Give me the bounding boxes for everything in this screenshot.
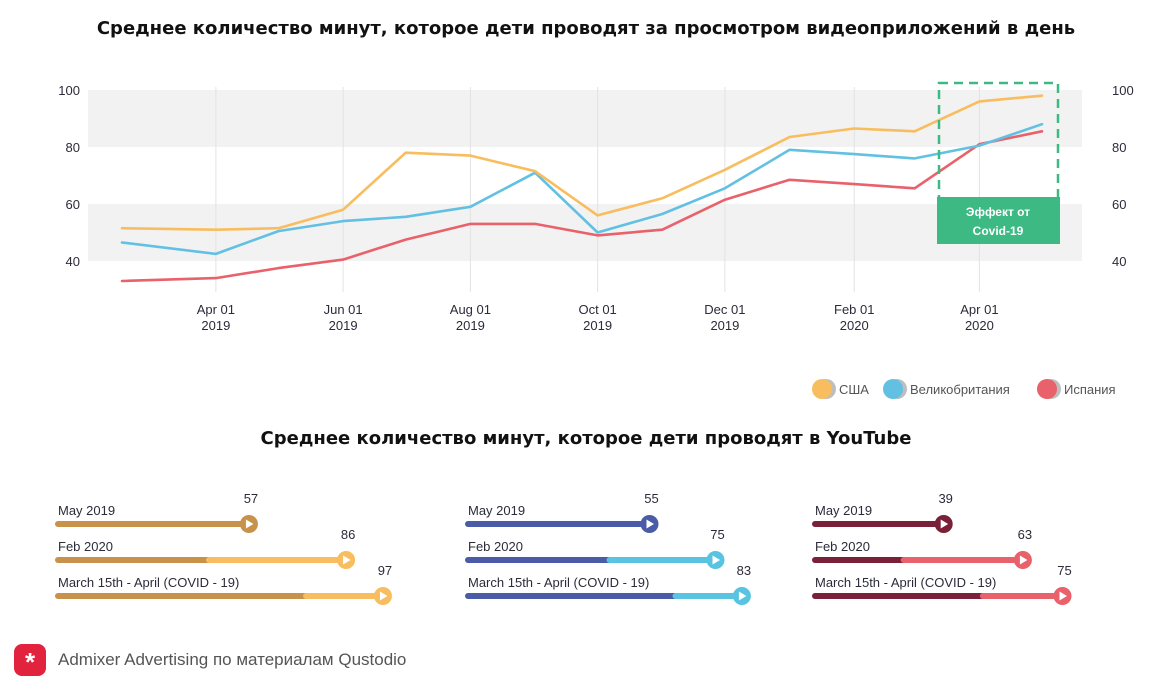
x-tick-label: 2020: [840, 318, 869, 333]
x-tick-label: 2019: [201, 318, 230, 333]
y-tick-label-left: 100: [58, 83, 80, 98]
bar-group: May 2019 55 Feb 2020 75 March 15th - April (…: [465, 491, 751, 605]
play-triangle-icon: [379, 591, 388, 601]
play-triangle-icon: [712, 555, 720, 565]
bar-value-label: 75: [710, 527, 724, 542]
bar-value-label: 39: [938, 491, 952, 506]
footer-source-text: Admixer Advertising по материалам Qustod…: [58, 650, 407, 669]
bar-category-label: May 2019: [468, 503, 525, 518]
y-tick-label-left: 80: [66, 140, 80, 155]
legend-item: Великобритания: [883, 379, 1010, 399]
y-tick-label-right: 40: [1112, 254, 1126, 269]
x-tick-label: 2019: [456, 318, 485, 333]
y-tick-label-right: 80: [1112, 140, 1126, 155]
series-line: [120, 130, 1044, 283]
bar-category-label: Feb 2020: [815, 539, 870, 554]
play-triangle-icon: [646, 519, 654, 529]
x-tick-label: Jun 01: [324, 302, 363, 317]
y-axis: 40 40 60 60 80 80 100 100: [58, 83, 1133, 269]
play-triangle-icon: [940, 519, 949, 529]
x-tick-label: 2019: [710, 318, 739, 333]
series-line: [120, 122, 1044, 256]
x-tick-label: Apr 01: [197, 302, 235, 317]
y-tick-label-right: 60: [1112, 197, 1126, 212]
bar-category-label: May 2019: [815, 503, 872, 518]
bar-category-label: March 15th - April (COVID - 19): [58, 575, 239, 590]
x-tick-label: Dec 01: [704, 302, 745, 317]
legend-swatch-icon: [1037, 379, 1057, 399]
legend-item: Испания: [1037, 379, 1116, 399]
legend-label: Испания: [1064, 382, 1116, 397]
x-tick-label: Feb 01: [834, 302, 874, 317]
bar-value-label: 97: [378, 563, 392, 578]
play-triangle-icon: [1019, 555, 1028, 565]
covid-annotation: Эффект от Covid-19: [937, 81, 1060, 244]
bar-value-label: 57: [244, 491, 258, 506]
bar-value-label: 83: [737, 563, 751, 578]
bar-category-label: May 2019: [58, 503, 115, 518]
grid-band: [88, 90, 1082, 147]
covid-label-line2: Covid-19: [973, 224, 1024, 238]
legend-swatch-icon: [883, 379, 903, 399]
x-tick-label: 2019: [329, 318, 358, 333]
vertical-gridlines: [215, 87, 980, 292]
x-tick-label: 2019: [583, 318, 612, 333]
bar-category-label: March 15th - April (COVID - 19): [468, 575, 649, 590]
play-triangle-icon: [1059, 591, 1067, 601]
x-tick-label: Aug 01: [450, 302, 491, 317]
play-triangle-icon: [738, 591, 747, 601]
y-tick-label-right: 100: [1112, 83, 1134, 98]
youtube-bar-chart: May 2019 57 Feb 2020 86 March 15th - April (…: [55, 491, 1072, 605]
covid-label-box: [937, 197, 1060, 244]
legend: США Великобритания Испания: [812, 379, 1116, 399]
bar-category-label: March 15th - April (COVID - 19): [815, 575, 996, 590]
youtube-chart-title: Среднее количество минут, которое дети п…: [260, 428, 912, 449]
bar-category-label: Feb 2020: [468, 539, 523, 554]
play-triangle-icon: [343, 555, 351, 565]
bar-group: May 2019 39 Feb 2020 63 March 15th - April (…: [812, 491, 1072, 605]
x-tick-label: Apr 01: [960, 302, 998, 317]
covid-label-line1: Эффект от: [966, 205, 1030, 219]
bar-value-label: 63: [1018, 527, 1032, 542]
legend-label: Великобритания: [910, 382, 1010, 397]
bar-value-label: 55: [644, 491, 658, 506]
bar-value-label: 86: [341, 527, 355, 542]
bar-category-label: Feb 2020: [58, 539, 113, 554]
chart-title: Среднее количество минут, которое дети п…: [96, 18, 1076, 39]
y-tick-label-left: 60: [66, 197, 80, 212]
footer: * Admixer Advertising по материалам Qust…: [14, 644, 407, 677]
legend-label: США: [839, 382, 869, 397]
legend-swatch-icon: [812, 379, 832, 399]
legend-item: США: [812, 379, 869, 399]
play-triangle-icon: [245, 519, 254, 529]
y-tick-label-left: 40: [66, 254, 80, 269]
series-lines: [120, 94, 1044, 283]
bar-value-label: 75: [1057, 563, 1071, 578]
x-tick-label: 2020: [965, 318, 994, 333]
admixer-logo-icon: *: [14, 644, 46, 677]
bar-group: May 2019 57 Feb 2020 86 March 15th - April (…: [55, 491, 392, 605]
x-tick-label: Oct 01: [578, 302, 616, 317]
series-line: [120, 94, 1044, 231]
